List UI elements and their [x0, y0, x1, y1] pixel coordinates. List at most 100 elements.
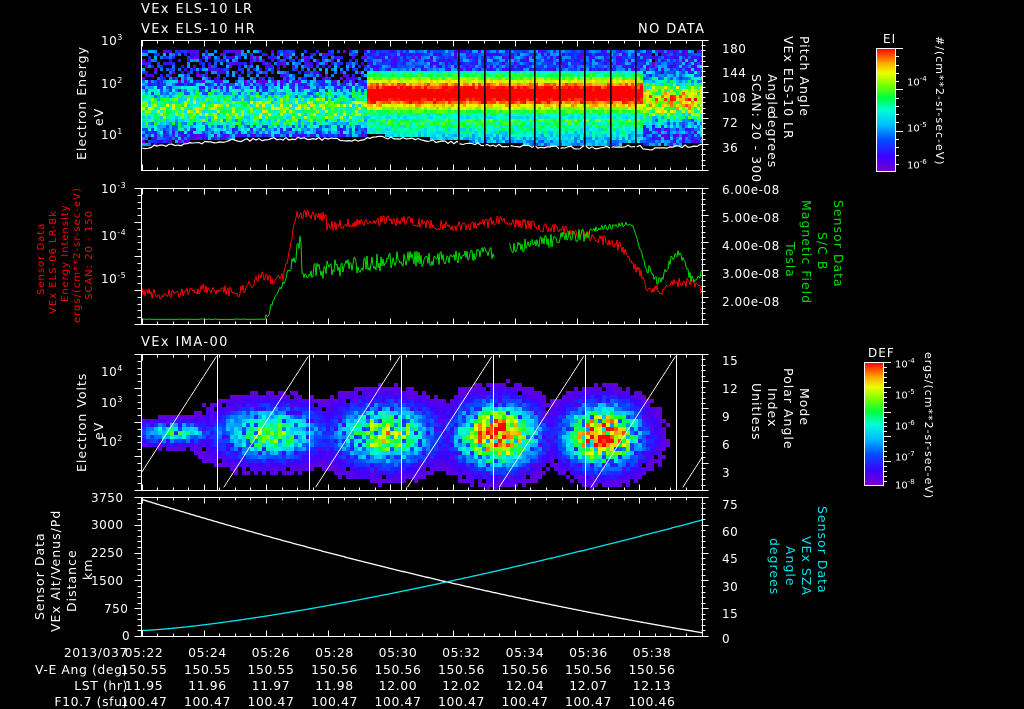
- panel2-right-tick-1: 5.00e-08: [722, 211, 780, 225]
- panel1-colorbar-units: #/(cm**2-sr-sec-eV): [933, 36, 946, 166]
- footer-cell-lst-3: 11.98: [315, 678, 354, 693]
- footer-cell-time-4: 05:30: [378, 645, 418, 660]
- panel3-right-tick-1: 12: [722, 382, 739, 396]
- panel3-colorbar-ticks: [884, 362, 894, 486]
- footer-cell-f107-8: 100.46: [628, 694, 676, 709]
- panel4-left-tick-2: 2250: [91, 546, 124, 560]
- panel3-title: VEx IMA-00: [141, 335, 229, 350]
- panel1-ytick-0: 103: [101, 33, 123, 48]
- panel4-right-axis-label-3: Angle: [783, 546, 798, 587]
- footer-row-label-2: LST (hr): [74, 678, 128, 693]
- panel3-right-axis-label-4: Unitless: [749, 383, 764, 441]
- footer-cell-ve_ang-3: 150.56: [311, 662, 358, 677]
- panel3-right-tick-0: 15: [722, 354, 739, 368]
- footer-cell-f107-4: 100.47: [374, 694, 422, 709]
- panel1-colorbar-tick-0: 10-4: [907, 75, 927, 89]
- panel1-no-data: NO DATA: [638, 22, 706, 37]
- panel3-right-axis-label-2: Polar Angle: [781, 368, 796, 450]
- panel1-right-tick-2: 108: [722, 91, 747, 105]
- footer-cell-time-8: 05:38: [632, 645, 672, 660]
- footer-cell-lst-0: 11.95: [124, 678, 164, 693]
- footer-cell-time-6: 05:34: [505, 645, 545, 660]
- footer-cell-ve_ang-0: 150.55: [120, 662, 168, 677]
- panel1-right-tick-1: 144: [722, 66, 747, 80]
- panel4-right-axis-label-1: Sensor Data: [815, 506, 830, 594]
- footer-cell-f107-3: 100.47: [311, 694, 358, 709]
- footer-cell-time-7: 05:36: [569, 645, 608, 660]
- footer-cell-f107-2: 100.47: [247, 694, 295, 709]
- panel3-colorbar[interactable]: [864, 362, 884, 486]
- panel4-left-axis-label-4: km: [80, 558, 95, 580]
- panel3-right-axis-label-1: Mode: [797, 388, 812, 427]
- panel4-right-tick-5: 0: [722, 632, 731, 646]
- panel1-colorbar[interactable]: [876, 48, 896, 172]
- panel3-ytick-0: 104: [101, 364, 123, 379]
- panel1-right-tick-3: 72: [722, 116, 739, 130]
- panel2-left-axis-label-1: Sensor Data: [36, 222, 47, 295]
- panel1-title-lr: VEx ELS-10 LR: [141, 2, 254, 17]
- footer-cell-lst-8: 12.13: [632, 678, 672, 693]
- footer-row-label-1: V-E Ang (deg): [35, 662, 128, 677]
- panel2-right-axis-label-1: Sensor Data: [831, 200, 846, 288]
- panel2-right-tick-4: 2.00e-08: [722, 295, 780, 309]
- footer-cell-ve_ang-8: 150.56: [628, 662, 676, 677]
- panel2-ytick-1: 10-4: [101, 228, 127, 243]
- panel1-right-tick-0: 180: [722, 42, 747, 56]
- footer-cell-f107-1: 100.47: [184, 694, 231, 709]
- panel4-left-tick-4: 750: [104, 602, 129, 616]
- panel1-title-hr: VEx ELS-10 HR: [141, 22, 257, 37]
- panel4-left-tick-1: 3000: [91, 518, 124, 532]
- footer-cell-lst-1: 11.96: [188, 678, 227, 693]
- panel3-right-tick-3: 6: [722, 438, 731, 452]
- footer-cell-ve_ang-2: 150.55: [247, 662, 295, 677]
- panel1-right-axis-label-4: degrees: [765, 111, 780, 169]
- panel2-left-axis-label-4: ergs/(cm**2-sr-sec-eV): [72, 187, 83, 323]
- panel2-ytick-0: 10-3: [101, 181, 127, 196]
- panel3-colorbar-tick-2: 10-6: [895, 419, 915, 433]
- panel2-ytick-2: 10-5: [101, 271, 127, 286]
- panel2-right-tick-0: 6.00e-08: [722, 183, 780, 197]
- panel3-right-axis-label-3: Index: [765, 388, 780, 428]
- footer-row-label-0: 2013/037: [63, 645, 128, 660]
- panel1-colorbar-tick-2: 10-6: [907, 158, 927, 172]
- footer-cell-ve_ang-4: 150.56: [374, 662, 422, 677]
- panel4-right-tick-2: 45: [722, 552, 739, 566]
- footer-cell-f107-6: 100.47: [501, 694, 549, 709]
- footer-cell-ve_ang-1: 150.55: [184, 662, 231, 677]
- panel1-left-axis-label-2: eV: [91, 107, 106, 126]
- panel3-colorbar-units: ergs/(cm**2-sr-sec-eV): [922, 352, 935, 500]
- panel1-right-tick-4: 36: [722, 141, 739, 155]
- footer-cell-lst-5: 12.02: [442, 678, 481, 693]
- footer-cell-time-5: 05:32: [442, 645, 481, 660]
- panel1-ytick-2: 101: [101, 127, 123, 142]
- panel4-left-axis-label-1: Sensor Data: [32, 532, 47, 620]
- panel2-left-axis-label-3: Energy Intensity: [60, 204, 71, 302]
- panel4-left-tick-5: 0: [122, 629, 131, 643]
- panel2-left-axis-label-5: SCAN: 20 - 150: [84, 210, 95, 300]
- panel4-left-axis-label-2: VEx Alt/Venus/Pd: [48, 509, 63, 632]
- footer-cell-f107-0: 100.47: [120, 694, 168, 709]
- panel4-right-tick-0: 75: [722, 498, 739, 512]
- footer-cell-lst-2: 11.97: [251, 678, 291, 693]
- panel4-left-tick-0: 3750: [91, 491, 124, 505]
- panel1-right-axis-label-2: VEx ELS-10 LR: [781, 36, 796, 140]
- panel1-left-axis-label-1: Electron Energy: [74, 45, 89, 160]
- panel4-axis-ticks: [131, 497, 713, 637]
- panel2-right-axis-label-2: S/C B: [815, 232, 830, 271]
- panel3-ytick-1: 103: [101, 395, 123, 410]
- panel2-right-axis-label-3: Magnetic Field: [799, 200, 814, 305]
- footer-cell-time-2: 05:26: [251, 645, 291, 660]
- panel4-right-axis-label-2: VEx SZA: [799, 536, 814, 596]
- panel1-colorbar-title: EI: [883, 32, 897, 46]
- panel2-right-tick-2: 4.00e-08: [722, 239, 780, 253]
- footer-cell-ve_ang-5: 150.56: [438, 662, 485, 677]
- panel3-left-axis-label-2: eV: [91, 421, 106, 440]
- footer-cell-ve_ang-7: 150.56: [565, 662, 612, 677]
- panel3-colorbar-tick-1: 10-5: [895, 388, 915, 402]
- panel4-left-axis-label-3: Distance: [64, 549, 79, 612]
- panel4-right-tick-1: 60: [722, 525, 739, 539]
- panel4-right-axis-label-4: degrees: [767, 538, 782, 596]
- panel1-colorbar-ticks: [896, 48, 906, 172]
- panel2-right-tick-3: 3.00e-08: [722, 267, 780, 281]
- panel3-colorbar-tick-3: 10-7: [895, 450, 915, 464]
